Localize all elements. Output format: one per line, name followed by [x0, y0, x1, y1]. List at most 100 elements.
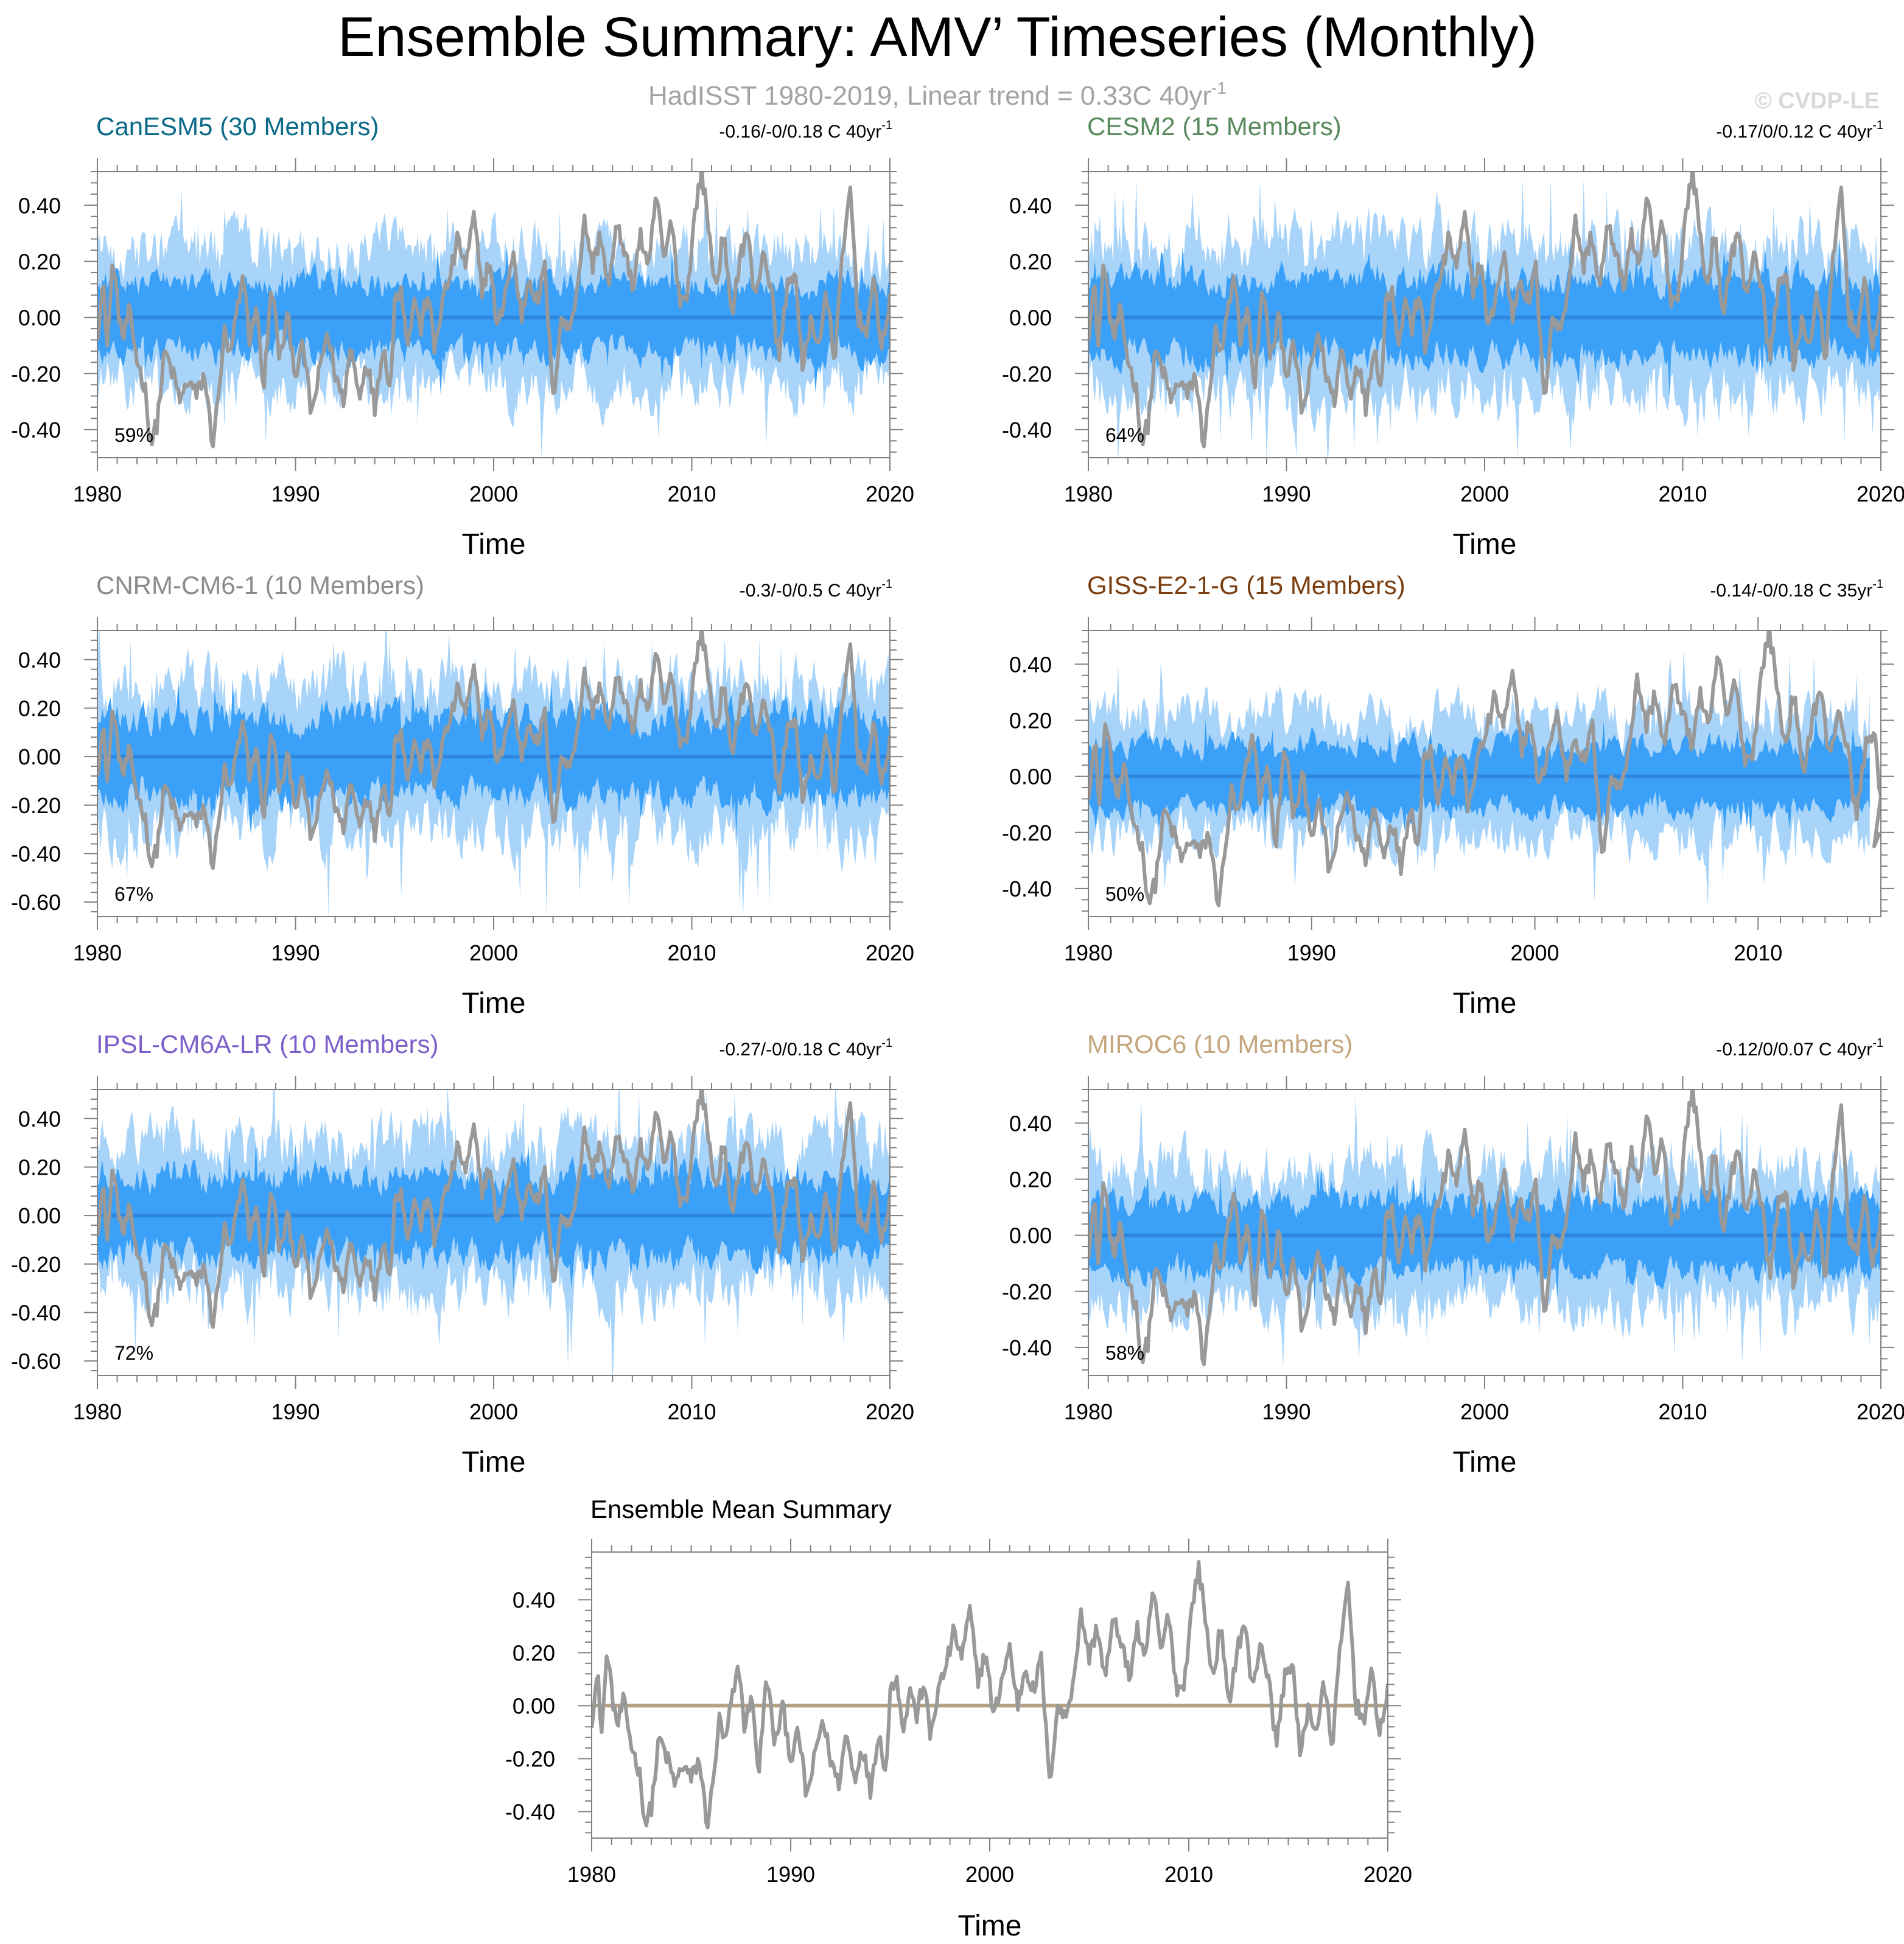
x-tick-label: 1990	[1262, 1399, 1311, 1424]
figure-subtitle-main: HadISST 1980-2019, Linear trend = 0.33C …	[648, 81, 1211, 111]
panel-cesm2: 1980 1990 2000 2010 2020 -0.40 -0.20 0.00 0.20 0.…	[1002, 112, 1904, 561]
y-tick-label: 0.20	[18, 696, 61, 721]
figure-title: Ensemble Summary: AMV’ Timeseries (Month…	[338, 6, 1537, 68]
y-tick-label: 0.40	[18, 1107, 61, 1131]
panel-giss: 1980 1990 2000 2010 -0.40 -0.20 0.00 0.20 0.40 GI…	[1002, 571, 1894, 1019]
x-axis-label: Time	[1453, 987, 1517, 1019]
x-tick-label: 2020	[866, 1399, 914, 1424]
trend-label-main: -0.12/0/0.07 C 40yr	[1716, 1040, 1872, 1060]
y-tick-label: 0.20	[18, 249, 61, 274]
trend-label: -0.14/-0/0.18 C 35yr-1	[1710, 578, 1883, 601]
x-axis-label: Time	[958, 1910, 1022, 1942]
panel-miroc6: 1980 1990 2000 2010 2020 -0.40 -0.20 0.00 0.20 0.…	[1002, 1030, 1904, 1478]
panel-title: CanESM5 (30 Members)	[96, 112, 379, 141]
y-tick-label: 0.00	[18, 306, 61, 330]
trend-label-sup: -1	[1872, 578, 1883, 591]
series-obs-hadisst	[97, 631, 890, 870]
x-tick-label: 2020	[1363, 1862, 1412, 1887]
x-tick-label: 1990	[1287, 940, 1336, 965]
series-obs-hadisst	[592, 1560, 1388, 1830]
trend-label-sup: -1	[1872, 119, 1883, 132]
y-tick-label: 0.20	[1009, 1167, 1052, 1192]
x-tick-label: 2010	[1164, 1862, 1213, 1887]
x-tick-label: 2010	[1734, 940, 1782, 965]
x-tick-label: 2000	[1510, 940, 1559, 965]
panel-title: Ensemble Mean Summary	[590, 1495, 892, 1523]
panel-ipsl: 1980 1990 2000 2010 2020 -0.60 -0.40 -0.20 0.00 0…	[11, 1030, 914, 1478]
panel-cnrm: 1980 1990 2000 2010 2020 -0.60 -0.40 -0.20 0.00 0…	[11, 571, 914, 1019]
trend-label-main: -0.27/-0/0.18 C 40yr	[719, 1040, 881, 1060]
trend-label-main: -0.17/0/0.12 C 40yr	[1716, 122, 1872, 142]
panel-title: CESM2 (15 Members)	[1087, 112, 1342, 141]
x-axis-label: Time	[462, 1446, 526, 1478]
y-tick-label: 0.20	[513, 1640, 555, 1665]
percent-label: 72%	[114, 1342, 153, 1364]
panel-title: MIROC6 (10 Members)	[1087, 1030, 1353, 1058]
y-tick-label: 0.40	[513, 1587, 555, 1612]
x-axis-label: Time	[462, 987, 526, 1019]
y-tick-label: -0.60	[11, 890, 61, 915]
y-tick-label: 0.20	[1009, 708, 1052, 733]
percent-label: 64%	[1105, 424, 1144, 446]
trend-label-main: -0.14/-0/0.18 C 35yr	[1710, 581, 1872, 601]
x-tick-label: 1980	[567, 1862, 616, 1887]
trend-label-sup: -1	[881, 578, 892, 591]
x-tick-label: 1990	[766, 1862, 815, 1887]
x-tick-label: 2020	[1857, 481, 1904, 506]
y-tick-label: -0.40	[1002, 418, 1052, 442]
percent-label: 50%	[1105, 883, 1144, 905]
x-tick-label: 1990	[271, 1399, 320, 1424]
y-tick-label: 0.00	[18, 744, 61, 769]
x-tick-label: 2000	[1460, 481, 1509, 506]
x-axis-label: Time	[1453, 528, 1517, 561]
y-tick-label: 0.00	[513, 1693, 555, 1718]
x-axis-label: Time	[1453, 1446, 1517, 1478]
x-tick-label: 2020	[866, 481, 914, 506]
x-axis-label: Time	[462, 528, 526, 561]
trend-label: -0.27/-0/0.18 C 40yr-1	[719, 1037, 892, 1060]
plot-area-summary	[592, 1560, 1388, 1830]
x-tick-label: 2000	[469, 1399, 518, 1424]
trend-label-main: -0.16/-0/0.18 C 40yr	[719, 122, 881, 142]
x-tick-label: 1990	[271, 940, 320, 965]
y-tick-label: 0.40	[1009, 652, 1052, 677]
watermark: © CVDP-LE	[1755, 88, 1880, 114]
x-tick-label: 1980	[73, 481, 122, 506]
plot-area-miroc6	[1088, 1089, 1881, 1368]
x-tick-label: 1980	[1064, 940, 1113, 965]
y-tick-label: 0.40	[18, 648, 61, 673]
x-tick-label: 1980	[73, 1399, 122, 1424]
y-tick-label: 0.40	[1009, 193, 1052, 218]
figure-subtitle-sup: -1	[1211, 79, 1227, 97]
x-tick-label: 2000	[965, 1862, 1014, 1887]
x-tick-label: 2010	[667, 940, 716, 965]
y-tick-label: -0.20	[11, 1252, 61, 1277]
trend-label-main: -0.3/-0/0.5 C 40yr	[740, 581, 881, 601]
trend-label: -0.12/0/0.07 C 40yr-1	[1716, 1037, 1883, 1060]
x-tick-label: 1980	[1064, 1399, 1113, 1424]
series-obs-hadisst	[97, 172, 890, 449]
panel-canesm5: 1980 1990 2000 2010 2020 -0.40 -0.20 0.00 0.20 0.…	[11, 112, 914, 561]
series-obs-hadisst	[1088, 172, 1881, 449]
y-tick-label: 0.20	[18, 1155, 61, 1180]
panel-title: IPSL-CM6A-LR (10 Members)	[96, 1030, 438, 1058]
trend-label-sup: -1	[881, 119, 892, 132]
series-band-inner	[97, 246, 890, 397]
series-obs-hadisst	[1088, 1089, 1881, 1366]
y-tick-label: -0.20	[1002, 820, 1052, 845]
y-tick-label: 0.40	[18, 193, 61, 218]
series-obs-hadisst	[1088, 631, 1881, 907]
y-tick-label: 0.00	[1009, 306, 1052, 330]
panel-summary: 1980 1990 2000 2010 2020 -0.40 -0.20 0.00 0.20 0.…	[505, 1495, 1412, 1942]
series-obs-hadisst	[97, 1089, 890, 1329]
y-tick-label: 0.20	[1009, 249, 1052, 274]
x-tick-label: 2010	[667, 481, 716, 506]
x-tick-label: 2020	[1857, 1399, 1904, 1424]
x-tick-label: 2010	[667, 1399, 716, 1424]
y-tick-label: -0.40	[1002, 1335, 1052, 1360]
y-tick-label: -0.20	[11, 793, 61, 818]
y-tick-label: -0.20	[505, 1746, 555, 1771]
trend-label: -0.17/0/0.12 C 40yr-1	[1716, 119, 1883, 142]
trend-label: -0.16/-0/0.18 C 40yr-1	[719, 119, 892, 142]
